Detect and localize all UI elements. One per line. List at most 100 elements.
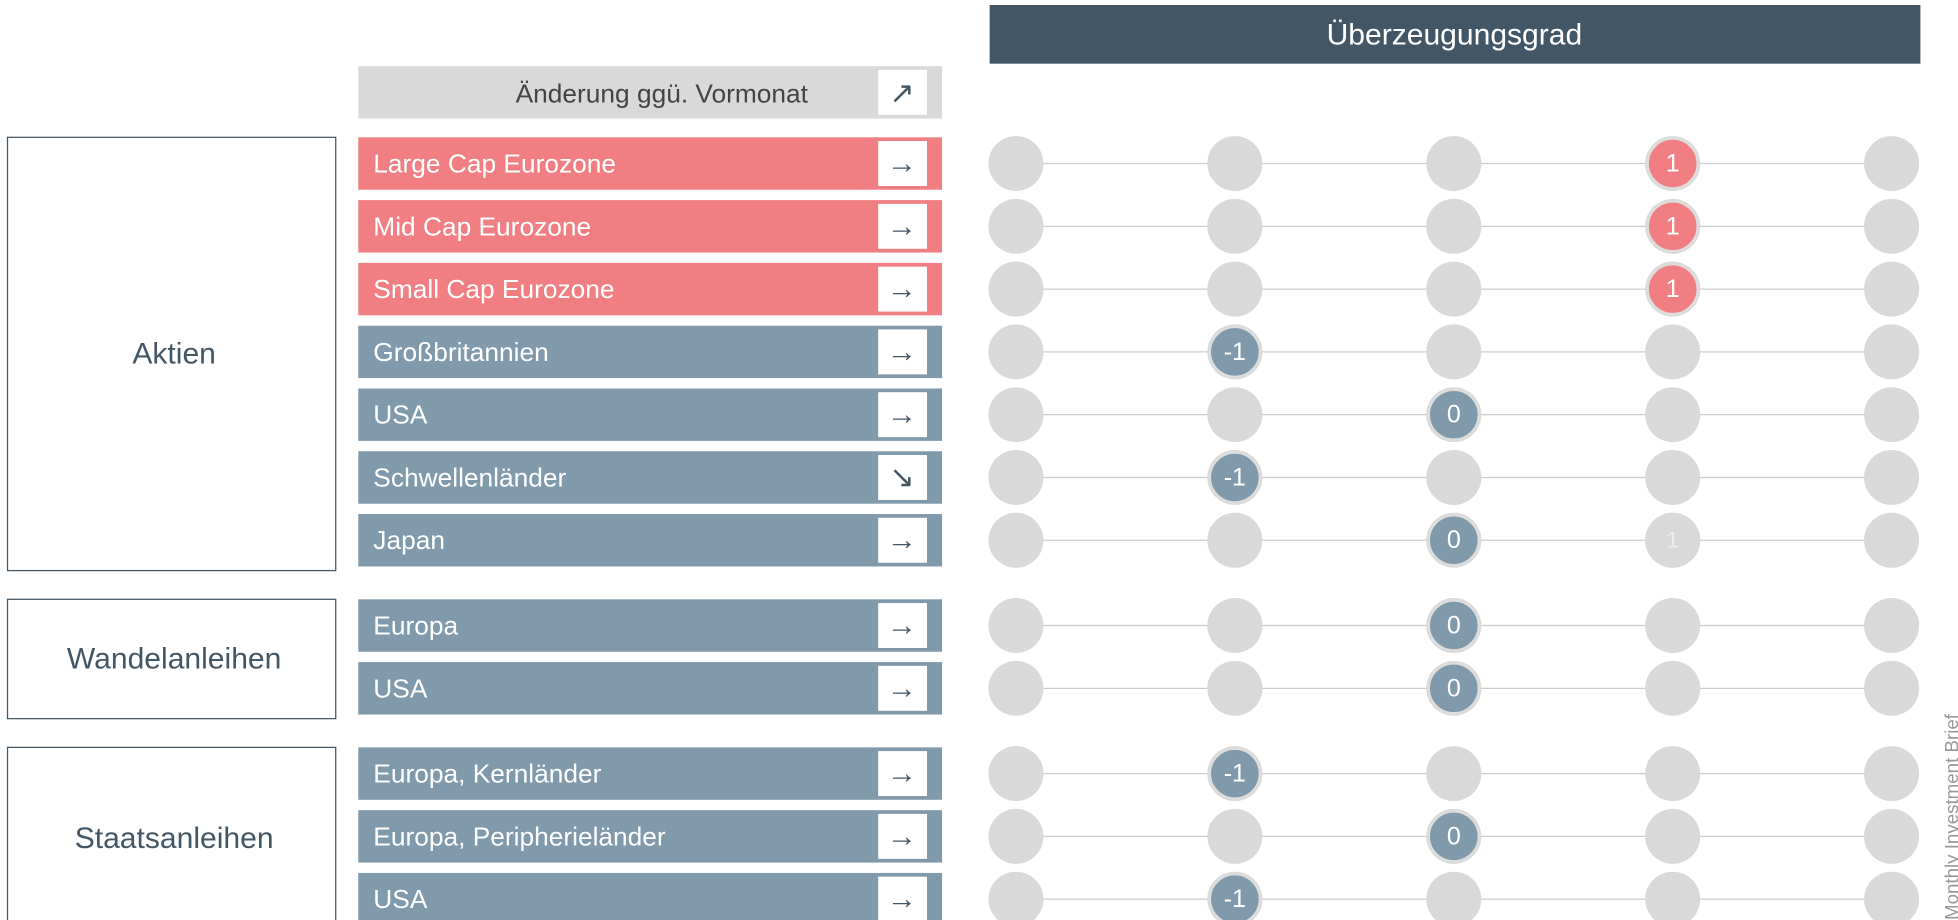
scale-dot bbox=[1645, 324, 1701, 380]
score-label: -1 bbox=[1224, 760, 1246, 788]
group-label: Wandelanleihen bbox=[67, 643, 281, 676]
score-dot bbox=[1427, 388, 1481, 441]
trend-icon: → bbox=[887, 609, 917, 642]
group-label: Staatsanleihen bbox=[75, 822, 274, 855]
icon-box bbox=[878, 455, 928, 500]
score-dot bbox=[1208, 451, 1262, 504]
icon-box bbox=[878, 876, 928, 920]
trend-icon: → bbox=[887, 273, 917, 306]
score-dot bbox=[1427, 599, 1481, 652]
scale-dot bbox=[1864, 198, 1920, 254]
scale-dot bbox=[1864, 136, 1920, 191]
scale-dot bbox=[1864, 512, 1920, 568]
side-note: Monthly Investment Brief bbox=[1941, 713, 1958, 920]
scale-dot bbox=[988, 198, 1044, 254]
score-label: 0 bbox=[1447, 612, 1461, 640]
scale-dot bbox=[988, 450, 1044, 505]
scale-dot bbox=[1207, 512, 1263, 568]
score-label: -1 bbox=[1224, 338, 1246, 366]
change-label: Änderung ggü. Vormonat bbox=[516, 79, 809, 109]
change-header bbox=[358, 66, 943, 119]
title: Überzeugungsgrad bbox=[1327, 18, 1583, 51]
score-dot bbox=[1427, 514, 1481, 567]
score-label: -1 bbox=[1224, 885, 1246, 913]
scale-dot bbox=[988, 261, 1044, 317]
trend-icon: → bbox=[887, 524, 917, 557]
row-label: Schwellenländer bbox=[373, 463, 566, 493]
row-label: USA bbox=[373, 884, 428, 914]
scale-dot bbox=[988, 808, 1044, 864]
title-bar bbox=[989, 4, 1921, 64]
scale-dot bbox=[988, 660, 1044, 716]
scale-dot bbox=[1864, 324, 1920, 380]
row-label: Europa, Peripherieländer bbox=[373, 821, 666, 851]
scale-dot bbox=[988, 512, 1044, 568]
score-dot bbox=[1646, 262, 1700, 316]
icon-box bbox=[878, 813, 928, 859]
scale-dot bbox=[1207, 387, 1263, 443]
row-bar bbox=[358, 200, 943, 253]
score-dot bbox=[1646, 137, 1700, 190]
scale-dot bbox=[988, 871, 1044, 920]
trend-icon: → bbox=[887, 398, 917, 431]
scale-dot bbox=[1645, 387, 1701, 443]
scale-dot bbox=[1207, 261, 1263, 317]
score-dot bbox=[1208, 325, 1262, 379]
row-bar bbox=[358, 810, 943, 863]
scale-dot bbox=[988, 136, 1044, 191]
trend-icon: → bbox=[887, 335, 917, 368]
row-bar bbox=[358, 137, 943, 190]
scale-dot bbox=[1426, 324, 1482, 380]
icon-box bbox=[878, 329, 928, 375]
scale-dot bbox=[1645, 660, 1701, 716]
score-label: 1 bbox=[1666, 150, 1680, 178]
trend-icon: → bbox=[887, 757, 917, 790]
scale-dot bbox=[1645, 746, 1701, 802]
scale-dot bbox=[1426, 261, 1482, 317]
previous-label: 1 bbox=[1666, 528, 1679, 553]
group-label: Aktien bbox=[132, 337, 216, 370]
icon-box bbox=[878, 203, 928, 249]
score-dot bbox=[1427, 662, 1481, 715]
row-bar bbox=[358, 514, 943, 567]
scale-dot bbox=[1645, 598, 1701, 653]
row-label: Small Cap Eurozone bbox=[373, 274, 614, 304]
trend-icon: → bbox=[887, 820, 917, 853]
row-bar bbox=[358, 262, 943, 316]
scale-dot bbox=[1207, 136, 1263, 191]
scale-dot bbox=[1864, 450, 1920, 505]
scale-dot bbox=[1207, 598, 1263, 653]
score-label: 0 bbox=[1447, 674, 1461, 702]
row-bar bbox=[358, 451, 943, 504]
scale-dot bbox=[1864, 660, 1920, 716]
score-dot bbox=[1208, 872, 1262, 920]
score-label: 1 bbox=[1666, 212, 1680, 240]
scale-dot bbox=[1426, 450, 1482, 505]
scale-dot bbox=[1864, 261, 1920, 317]
score-label: -1 bbox=[1224, 464, 1246, 492]
score-dot bbox=[1427, 810, 1481, 863]
scale-dot bbox=[1426, 746, 1482, 802]
group-box bbox=[6, 746, 337, 920]
scale-dot bbox=[988, 746, 1044, 802]
scale-dot bbox=[1207, 198, 1263, 254]
row-bar bbox=[358, 747, 943, 800]
scale-dot bbox=[1864, 598, 1920, 653]
row-bar bbox=[358, 872, 943, 920]
trend-icon: → bbox=[887, 210, 917, 243]
scale-dot bbox=[1426, 871, 1482, 920]
trend-icon: → bbox=[887, 147, 917, 180]
scale-dot bbox=[1864, 387, 1920, 443]
scale-dot bbox=[1864, 746, 1920, 802]
icon-box bbox=[878, 141, 928, 186]
scale-dot bbox=[1426, 136, 1482, 191]
row-bar bbox=[358, 599, 943, 652]
scale-dot bbox=[1645, 450, 1701, 505]
scale-dot bbox=[1426, 198, 1482, 254]
icon-box bbox=[878, 665, 928, 711]
scale-dot bbox=[1864, 871, 1920, 920]
scale-dot bbox=[1207, 660, 1263, 716]
score-dot bbox=[1646, 200, 1700, 253]
